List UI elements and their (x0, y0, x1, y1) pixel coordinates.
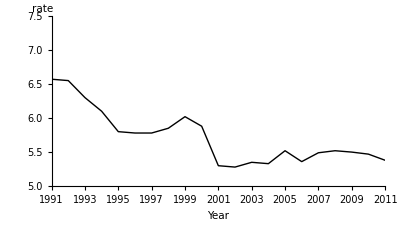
X-axis label: Year: Year (207, 211, 229, 221)
Text: rate: rate (32, 4, 53, 14)
